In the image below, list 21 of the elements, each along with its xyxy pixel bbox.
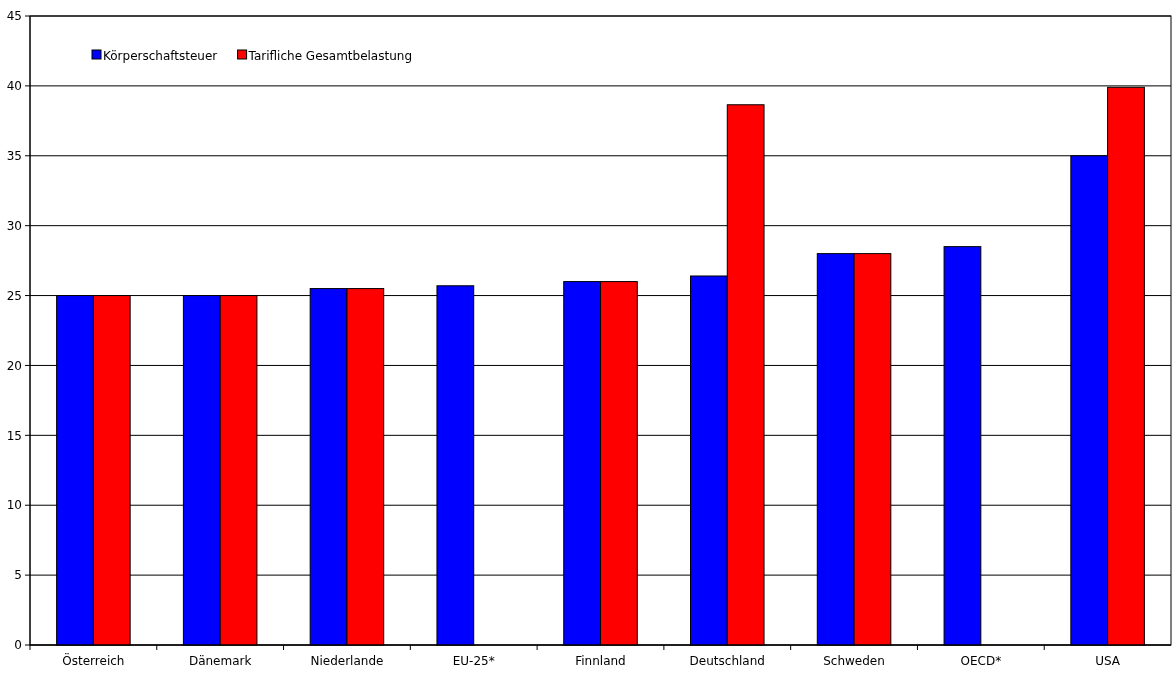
- y-tick-label: 40: [6, 79, 22, 94]
- x-tick-label: Niederlande: [310, 654, 384, 668]
- x-tick-label: USA: [1095, 654, 1121, 668]
- y-tick-label: 0: [14, 638, 22, 653]
- y-tick-label: 20: [6, 358, 22, 373]
- y-tick-label: 45: [6, 9, 22, 24]
- y-tick-label: 15: [6, 428, 22, 443]
- y-tick-label: 30: [6, 218, 22, 233]
- y-tick-label: 10: [6, 498, 22, 513]
- legend-label: Tarifliche Gesamtbelastung: [247, 48, 413, 63]
- y-tick-label: 35: [6, 148, 22, 163]
- x-tick-label: Österreich: [62, 652, 125, 668]
- x-tick-label: Finnland: [575, 654, 626, 668]
- legend-label: Körperschaftsteuer: [103, 48, 218, 63]
- y-tick-label: 5: [14, 568, 22, 583]
- x-tick-label: Deutschland: [689, 654, 765, 668]
- x-tick-label: OECD*: [960, 654, 1002, 668]
- y-tick-label: 25: [6, 288, 22, 303]
- x-tick-label: EU-25*: [452, 654, 495, 668]
- x-tick-label: Dänemark: [188, 654, 252, 668]
- x-tick-label: Schweden: [823, 654, 885, 668]
